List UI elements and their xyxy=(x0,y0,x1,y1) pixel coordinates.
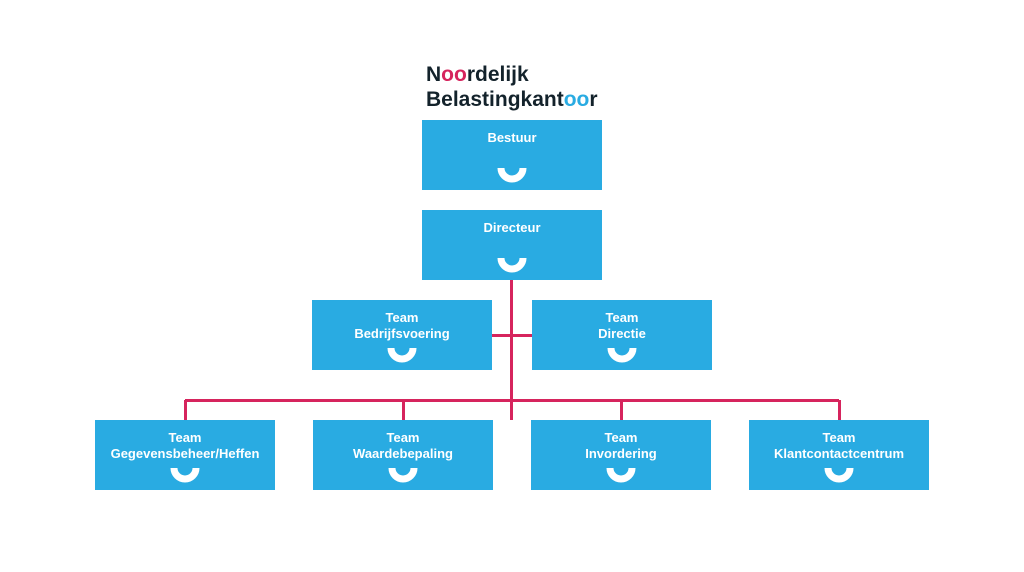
connector-line xyxy=(838,400,841,420)
node-gegevensbeheer: Team Gegevensbeheer/Heffen xyxy=(95,420,275,490)
smile-icon xyxy=(495,254,529,274)
node-label: Team Waardebepaling xyxy=(353,430,453,463)
node-bestuur: Bestuur xyxy=(422,120,602,190)
smile-icon xyxy=(605,344,639,364)
smile-icon xyxy=(604,464,638,484)
smile-icon xyxy=(385,344,419,364)
smile-icon xyxy=(495,164,529,184)
node-label: Team Bedrijfsvoering xyxy=(354,310,449,343)
connector-line xyxy=(492,334,532,337)
node-klantcontactcentrum: Team Klantcontactcentrum xyxy=(749,420,929,490)
logo-line1: Noordelijk xyxy=(426,62,598,87)
node-label: Directeur xyxy=(483,220,540,236)
logo-line2-accent: oo xyxy=(564,88,590,111)
connector-line xyxy=(620,400,623,420)
node-waardebepaling: Team Waardebepaling xyxy=(313,420,493,490)
node-bedrijfsvoering: Team Bedrijfsvoering xyxy=(312,300,492,370)
connector-line xyxy=(402,400,405,420)
logo-line1-accent: oo xyxy=(441,63,467,86)
logo-line2-a: Belastingkant xyxy=(426,88,564,111)
node-label: Bestuur xyxy=(487,130,536,146)
logo-line2: Belastingkantoor xyxy=(426,87,598,112)
node-label: Team Gegevensbeheer/Heffen xyxy=(111,430,260,463)
smile-icon xyxy=(386,464,420,484)
logo-line1-a: N xyxy=(426,63,441,86)
connector-line xyxy=(184,400,187,420)
node-directie: Team Directie xyxy=(532,300,712,370)
org-logo: Noordelijk Belastingkantoor xyxy=(426,62,598,112)
node-directeur: Directeur xyxy=(422,210,602,280)
logo-line1-b: rdelijk xyxy=(467,63,529,86)
node-label: Team Directie xyxy=(598,310,646,343)
node-label: Team Klantcontactcentrum xyxy=(774,430,904,463)
logo-line2-b: r xyxy=(589,88,597,111)
node-invordering: Team Invordering xyxy=(531,420,711,490)
smile-icon xyxy=(168,464,202,484)
connector-line xyxy=(185,399,839,402)
smile-icon xyxy=(822,464,856,484)
node-label: Team Invordering xyxy=(585,430,657,463)
